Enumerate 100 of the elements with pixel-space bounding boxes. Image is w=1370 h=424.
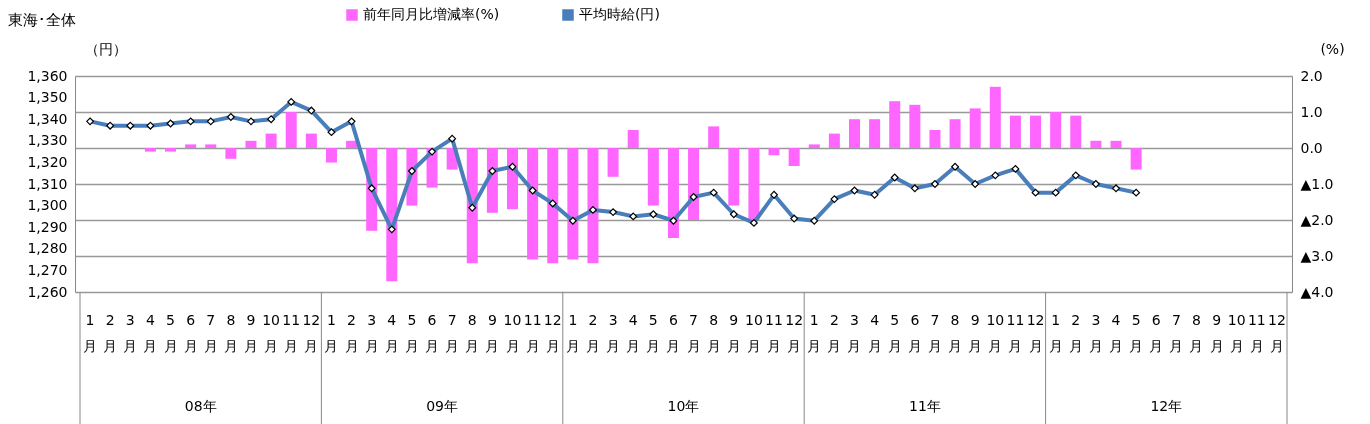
- x-tick-label: 4月: [143, 312, 158, 354]
- x-tick-label: 9月: [968, 312, 983, 354]
- x-tick-label: 3月: [364, 312, 379, 354]
- bar: [386, 148, 398, 282]
- bar: [185, 144, 197, 148]
- x-tick-label: 8月: [948, 312, 963, 354]
- bar: [547, 148, 559, 264]
- x-tick-label: 3月: [847, 312, 862, 354]
- y-tick-label: 1,300: [27, 197, 68, 214]
- y2-tick-label: ▲1.0: [1300, 175, 1334, 192]
- bar: [205, 144, 217, 148]
- bar: [708, 126, 720, 148]
- bar: [728, 148, 740, 206]
- x-tick-label: 2月: [585, 312, 600, 354]
- bar: [325, 148, 337, 163]
- bar: [165, 148, 177, 152]
- y2-tick-label: ▲4.0: [1300, 283, 1334, 300]
- bar: [225, 148, 237, 159]
- text: 10年: [667, 398, 700, 414]
- x-tick-label: 11月: [765, 312, 783, 354]
- bar: [688, 148, 700, 220]
- bar: [869, 119, 881, 148]
- bar: [647, 148, 659, 206]
- bar: [889, 101, 901, 148]
- bar: [1030, 115, 1042, 148]
- x-tick-label: 4月: [1109, 312, 1124, 354]
- y-tick-label: 1,270: [27, 261, 68, 278]
- x-tick-label: 1月: [1048, 312, 1063, 354]
- x-tick-label: 3月: [1088, 312, 1103, 354]
- bar: [305, 133, 317, 148]
- x-tick-label: 2月: [827, 312, 842, 354]
- x-tick-label: 1月: [83, 312, 98, 354]
- x-tick-label: 4月: [626, 312, 641, 354]
- bar: [989, 86, 1001, 148]
- x-tick-label: 8月: [465, 312, 480, 354]
- bar: [788, 148, 800, 166]
- y-axis-title: （円）: [84, 40, 127, 57]
- x-tick-label: 2月: [1068, 312, 1083, 354]
- y-tick-label: 1,280: [27, 240, 68, 257]
- x-tick-label: 1月: [565, 312, 580, 354]
- y-tick-label: 1,360: [27, 67, 68, 84]
- x-tick-label: 10月: [744, 312, 763, 354]
- legend-label: 平均時給(円): [579, 6, 660, 22]
- x-tick-label: 1月: [324, 312, 339, 354]
- y2-tick-label: 0.0: [1300, 139, 1323, 156]
- x-tick-label: 7月: [686, 312, 701, 354]
- bar: [567, 148, 579, 260]
- x-tick-label: 5月: [887, 312, 902, 354]
- x-tick-label: 11月: [282, 312, 301, 354]
- x-tick-label: 10月: [1227, 312, 1246, 354]
- x-tick-label: 6月: [907, 312, 922, 354]
- x-tick-label: 12月: [543, 312, 562, 354]
- x-tick-label: 8月: [223, 312, 238, 354]
- x-tick-label: 10月: [986, 312, 1005, 354]
- x-tick-label: 5月: [404, 312, 419, 354]
- x-tick-label: 10月: [503, 312, 522, 354]
- chart-title: 東海･全体: [8, 11, 76, 29]
- x-tick-label: 2月: [103, 312, 118, 354]
- x-tick-label: 5月: [1129, 312, 1144, 354]
- x-tick-label: 12月: [302, 312, 321, 354]
- x-tick-label: 6月: [1149, 312, 1164, 354]
- text: 08年: [184, 398, 217, 414]
- y2-tick-label: 2.0: [1300, 67, 1323, 84]
- text: 09年: [426, 398, 459, 414]
- bar: [607, 148, 619, 177]
- bar: [527, 148, 539, 260]
- y2-tick-label: ▲3.0: [1300, 247, 1334, 264]
- bar: [1090, 140, 1102, 148]
- bar: [909, 104, 921, 148]
- x-tick-label: 4月: [867, 312, 882, 354]
- x-tick-label: 7月: [1169, 312, 1184, 354]
- x-tick-label: 5月: [646, 312, 661, 354]
- y-tick-label: 1,290: [27, 218, 68, 235]
- x-tick-label: 9月: [1209, 312, 1224, 354]
- bar: [667, 148, 679, 238]
- x-tick-label: 9月: [726, 312, 741, 354]
- y-tick-label: 1,320: [27, 153, 68, 170]
- bar: [1070, 115, 1082, 148]
- x-tick-label: 6月: [666, 312, 681, 354]
- legend-label: 前年同月比増減率(%): [363, 6, 500, 22]
- x-tick-label: 1月: [807, 312, 822, 354]
- bar: [848, 119, 860, 148]
- y2-tick-label: ▲2.0: [1300, 211, 1334, 228]
- bar: [969, 108, 981, 148]
- bar: [748, 148, 760, 220]
- x-tick-label: 7月: [927, 312, 942, 354]
- x-tick-label: 11月: [523, 312, 542, 354]
- x-tick-label: 7月: [445, 312, 460, 354]
- x-tick-label: 11月: [1247, 312, 1266, 354]
- x-tick-label: 6月: [425, 312, 440, 354]
- bar: [285, 112, 297, 148]
- x-tick-label: 12月: [785, 312, 804, 354]
- bar: [1110, 140, 1122, 148]
- x-tick-label: 9月: [485, 312, 500, 354]
- y-tick-label: 1,350: [27, 89, 68, 106]
- bar: [627, 130, 639, 148]
- bar: [929, 130, 941, 148]
- bar: [587, 148, 599, 264]
- y-tick-label: 1,260: [27, 283, 68, 300]
- bar: [245, 140, 257, 148]
